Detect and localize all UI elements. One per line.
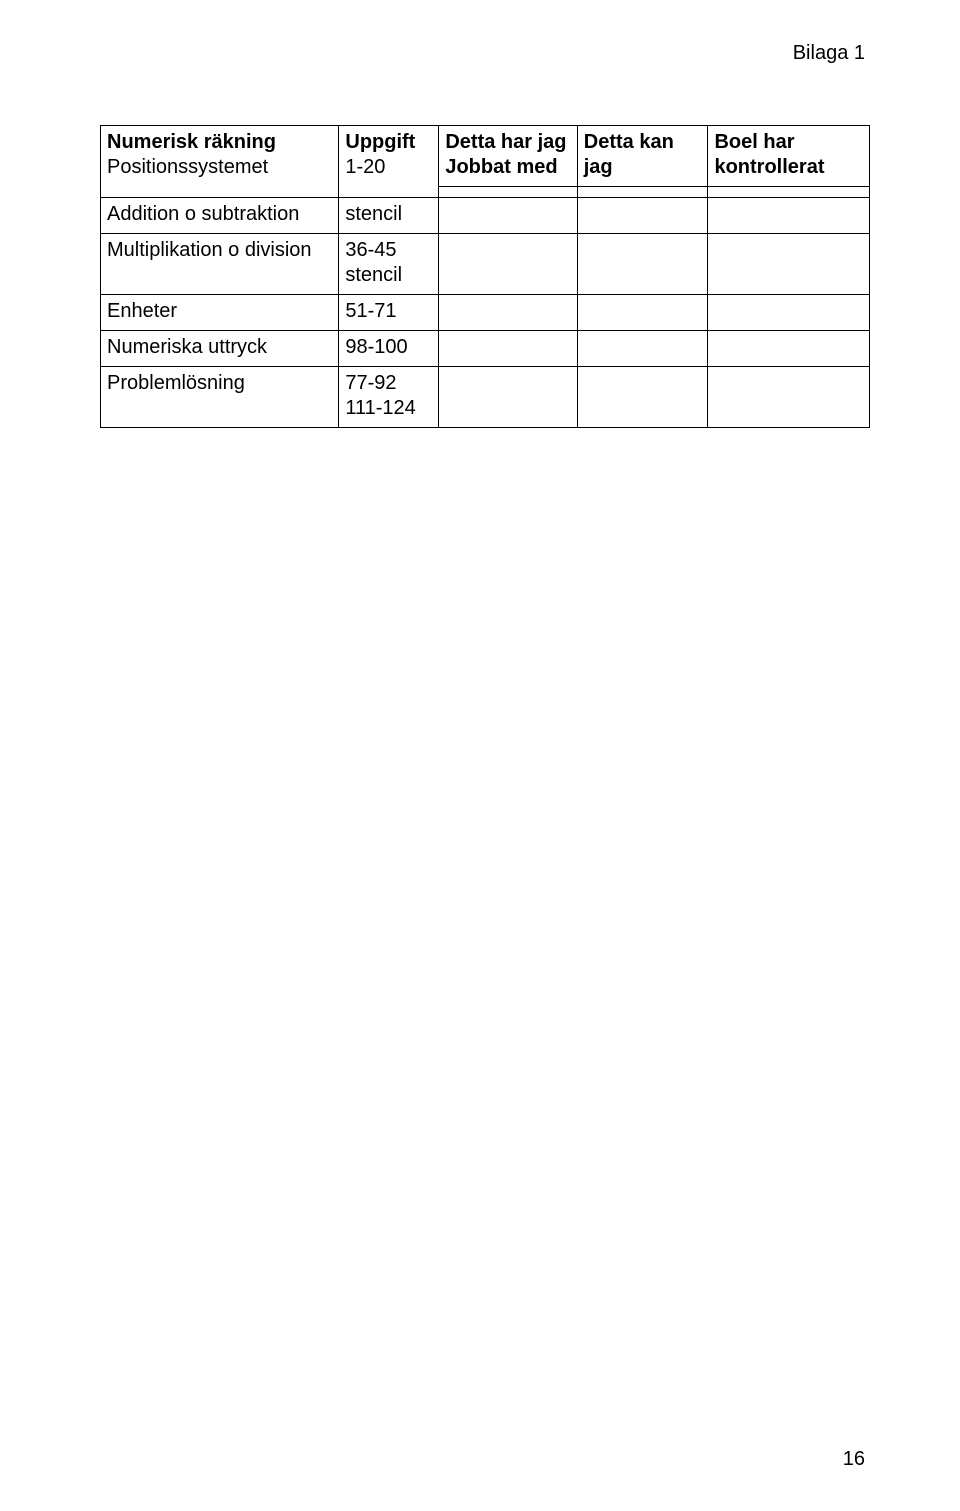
- table-body: Numerisk räkning Positionssystemet Uppgi…: [101, 126, 870, 428]
- cell: [708, 331, 870, 367]
- cell: [708, 234, 870, 295]
- cell: [439, 234, 577, 295]
- cell: [577, 331, 708, 367]
- cell: Addition o subtraktion: [101, 198, 339, 234]
- cell: [439, 295, 577, 331]
- cell-text: Positionssystemet: [107, 156, 268, 178]
- table-row: Problemlösning 77-92111-124: [101, 367, 870, 428]
- table-row: Numeriska uttryck 98-100: [101, 331, 870, 367]
- table-row: Multiplikation o division 36-45stencil: [101, 234, 870, 295]
- cell: [577, 187, 708, 198]
- header-cell: Detta kan jag: [577, 126, 708, 187]
- page-number: 16: [843, 1448, 865, 1471]
- cell: 98-100: [339, 331, 439, 367]
- worksheet-table: Numerisk räkning Positionssystemet Uppgi…: [100, 125, 870, 428]
- cell: [708, 367, 870, 428]
- cell: 36-45stencil: [339, 234, 439, 295]
- cell: stencil: [339, 198, 439, 234]
- table-row: Numerisk räkning Positionssystemet Uppgi…: [101, 126, 870, 187]
- cell: 77-92111-124: [339, 367, 439, 428]
- cell: [439, 331, 577, 367]
- cell: [577, 198, 708, 234]
- header-cell: Detta har jagJobbat med: [439, 126, 577, 187]
- cell: Numeriska uttryck: [101, 331, 339, 367]
- cell: [708, 198, 870, 234]
- cell: [708, 187, 870, 198]
- cell-text: 1-20: [345, 156, 385, 178]
- table-row: Enheter 51-71: [101, 295, 870, 331]
- header-label: Uppgift: [345, 131, 415, 153]
- cell: [577, 234, 708, 295]
- header-cell: Numerisk räkning Positionssystemet: [101, 126, 339, 198]
- cell: Problemlösning: [101, 367, 339, 428]
- cell: [439, 367, 577, 428]
- cell: 51-71: [339, 295, 439, 331]
- cell: [439, 187, 577, 198]
- cell: Multiplikation o division: [101, 234, 339, 295]
- cell: [708, 295, 870, 331]
- header-label: Numerisk räkning: [107, 131, 276, 153]
- annotation-label: Bilaga 1: [793, 42, 865, 65]
- header-cell: Boel har kontrollerat: [708, 126, 870, 187]
- page: Bilaga 1 Numerisk räkning Positionssyste…: [0, 0, 960, 1511]
- header-cell: Uppgift 1-20: [339, 126, 439, 198]
- cell: [439, 198, 577, 234]
- cell: Enheter: [101, 295, 339, 331]
- cell: [577, 295, 708, 331]
- table-row: Addition o subtraktion stencil: [101, 198, 870, 234]
- cell: [577, 367, 708, 428]
